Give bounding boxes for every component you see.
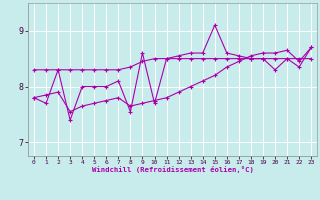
X-axis label: Windchill (Refroidissement éolien,°C): Windchill (Refroidissement éolien,°C) <box>92 166 253 173</box>
